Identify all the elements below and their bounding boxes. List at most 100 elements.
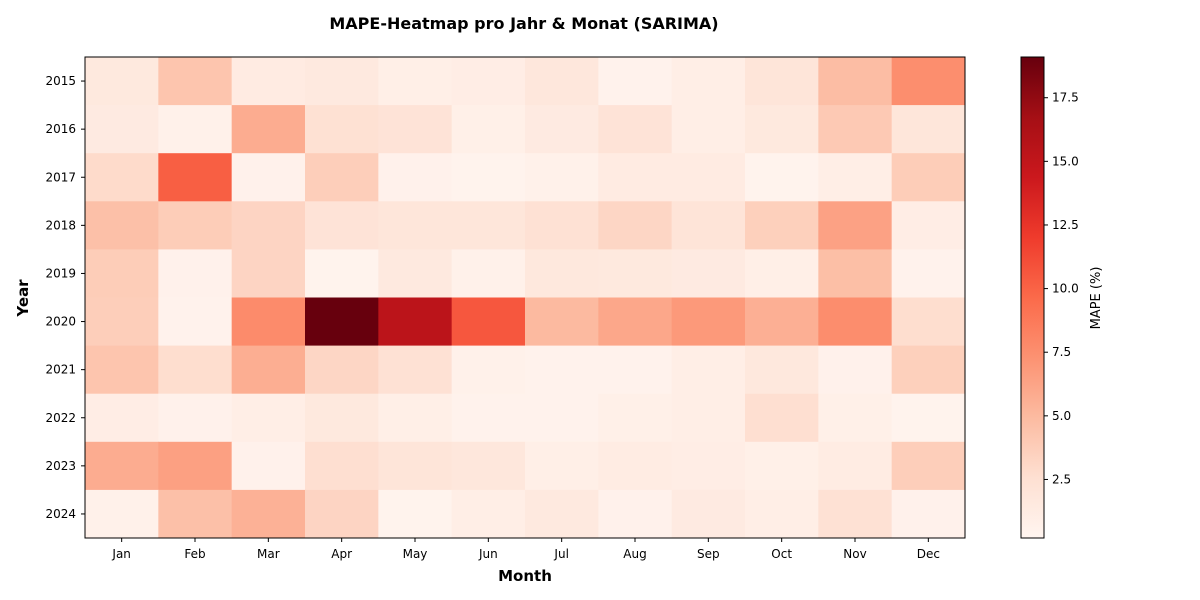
heatmap-cell-2015-Feb <box>158 57 233 106</box>
x-tick-label: Nov <box>843 547 866 561</box>
heatmap-cell-2017-Nov <box>818 153 893 202</box>
heatmap-cell-2022-Oct <box>745 393 819 443</box>
heatmap-cell-2023-Jun <box>451 441 526 491</box>
colorbar <box>1020 56 1045 539</box>
heatmap-cell-2021-Jul <box>525 345 599 395</box>
y-axis-ticks: 2015 2016 2017 2018 2019 2020 2021 2022 2023 2024 <box>45 74 85 521</box>
heatmap-cell-2018-Jun <box>451 201 526 250</box>
x-tick-label: May <box>403 547 428 561</box>
heatmap-cell-2019-Jan <box>85 249 159 298</box>
heatmap-cell-2021-Jun <box>451 345 526 395</box>
heatmap-cell-2020-Apr <box>305 297 379 347</box>
colorbar-tick-label: 15.0 <box>1052 154 1079 168</box>
heatmap-cell-2018-Aug <box>598 201 673 250</box>
x-axis-ticks: Jan Feb Mar Apr May Jun Jul Aug Sep Oct Nov Dec <box>111 538 940 561</box>
heatmap-cell-2015-Jan <box>85 57 159 106</box>
heatmap-cell-2019-Jul <box>525 249 599 298</box>
x-tick-label: Dec <box>917 547 940 561</box>
heatmap-cell-2021-Aug <box>598 345 673 395</box>
heatmap-cell-2022-Jan <box>85 393 159 443</box>
heatmap-cell-2020-Nov <box>818 297 893 347</box>
heatmap-cell-2022-Jun <box>451 393 526 443</box>
heatmap-cell-2020-Sep <box>671 297 746 347</box>
heatmap-cell-2024-Jun <box>451 489 526 539</box>
x-tick-label: Sep <box>697 547 720 561</box>
heatmap-cell-2023-Jul <box>525 441 599 491</box>
heatmap-cell-2018-Nov <box>818 201 893 250</box>
colorbar-ticks: 2.5 5.0 7.5 10.0 12.5 15.0 17.5 <box>1044 91 1079 486</box>
heatmap-cell-2022-Apr <box>305 393 379 443</box>
heatmap-cell-2019-May <box>378 249 453 298</box>
heatmap-cell-2019-Jun <box>451 249 526 298</box>
heatmap-cell-2017-Sep <box>671 153 746 202</box>
heatmap-cell-2015-Jun <box>451 57 526 106</box>
heatmap-cell-2017-Oct <box>745 153 819 202</box>
heatmap-cell-2024-Jan <box>85 489 159 539</box>
heatmap-cell-2024-Dec <box>891 489 966 539</box>
heatmap-cell-2019-Apr <box>305 249 379 298</box>
heatmap-cell-2024-Oct <box>745 489 819 539</box>
heatmap-cell-2022-Feb <box>158 393 233 443</box>
heatmap-cell-2016-Aug <box>598 105 673 154</box>
heatmap-cell-2015-Oct <box>745 57 819 106</box>
x-tick-label: Jul <box>553 547 568 561</box>
heatmap-cell-2017-Apr <box>305 153 379 202</box>
heatmap-cell-2017-Jul <box>525 153 599 202</box>
x-axis-label: Month <box>498 567 552 585</box>
colorbar-tick-label: 17.5 <box>1052 91 1079 105</box>
heatmap-cell-2024-Apr <box>305 489 379 539</box>
x-tick-label: Aug <box>623 547 646 561</box>
heatmap-cell-2024-Sep <box>671 489 746 539</box>
heatmap-cell-2024-Nov <box>818 489 893 539</box>
heatmap-cell-2015-Mar <box>231 57 306 106</box>
heatmap-cell-2020-May <box>378 297 453 347</box>
heatmap-cell-2018-Feb <box>158 201 233 250</box>
heatmap-cell-2017-Aug <box>598 153 673 202</box>
heatmap-cell-2023-Nov <box>818 441 893 491</box>
heatmap-cell-2019-Sep <box>671 249 746 298</box>
heatmap-cell-2018-Apr <box>305 201 379 250</box>
heatmap-cell-2016-Feb <box>158 105 233 154</box>
heatmap-cell-2017-May <box>378 153 453 202</box>
heatmap-cell-2023-Apr <box>305 441 379 491</box>
heatmap-cell-2023-Aug <box>598 441 673 491</box>
heatmap-cell-2021-Mar <box>231 345 306 395</box>
heatmap-cell-2016-Sep <box>671 105 746 154</box>
heatmap-cell-2021-May <box>378 345 453 395</box>
chart-title: MAPE-Heatmap pro Jahr & Monat (SARIMA) <box>329 14 718 33</box>
colorbar-tick-label: 7.5 <box>1052 345 1071 359</box>
heatmap-cell-2024-Jul <box>525 489 599 539</box>
heatmap-cell-2022-Nov <box>818 393 893 443</box>
heatmap-cell-2017-Dec <box>891 153 966 202</box>
heatmap-cell-2018-May <box>378 201 453 250</box>
heatmap-cell-2016-Jul <box>525 105 599 154</box>
heatmap-cell-2018-Jul <box>525 201 599 250</box>
heatmap-cell-2016-Jan <box>85 105 159 154</box>
heatmap-cell-2015-Sep <box>671 57 746 106</box>
heatmap-cell-2020-Jan <box>85 297 159 347</box>
heatmap-cell-2019-Dec <box>891 249 966 298</box>
heatmap-cell-2022-Mar <box>231 393 306 443</box>
heatmap-cell-2024-Feb <box>158 489 233 539</box>
heatmap-cell-2023-Feb <box>158 441 233 491</box>
heatmap-cell-2018-Mar <box>231 201 306 250</box>
heatmap-cell-2021-Oct <box>745 345 819 395</box>
heatmap-cell-2015-Jul <box>525 57 599 106</box>
y-tick-label: 2021 <box>45 363 76 377</box>
heatmap-cell-2023-Sep <box>671 441 746 491</box>
heatmap-cell-2015-Aug <box>598 57 673 106</box>
heatmap-cell-2019-Feb <box>158 249 233 298</box>
heatmap-cell-2021-Jan <box>85 345 159 395</box>
heatmap-cell-2024-Aug <box>598 489 673 539</box>
heatmap-cell-2020-Aug <box>598 297 673 347</box>
colorbar-tick-label: 2.5 <box>1052 472 1071 486</box>
heatmap-cell-2024-May <box>378 489 453 539</box>
heatmap-cell-2015-Nov <box>818 57 893 106</box>
heatmap-cell-2018-Sep <box>671 201 746 250</box>
x-tick-label: Apr <box>331 547 352 561</box>
heatmap-cells <box>85 57 966 539</box>
heatmap-cell-2017-Feb <box>158 153 233 202</box>
heatmap-cell-2015-May <box>378 57 453 106</box>
heatmap-cell-2022-Sep <box>671 393 746 443</box>
